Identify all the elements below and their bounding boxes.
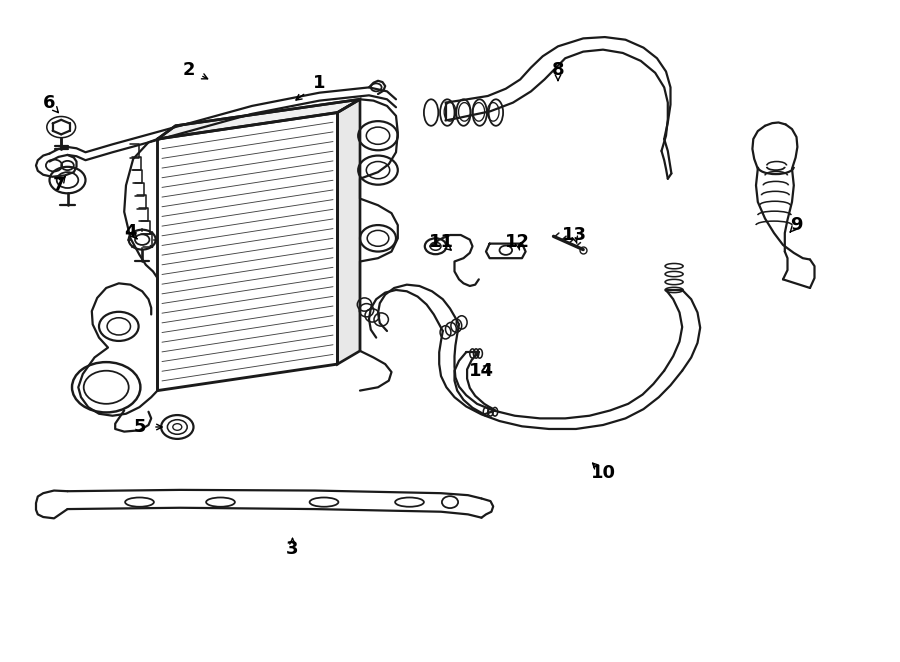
Text: 3: 3: [286, 540, 299, 559]
Text: 9: 9: [790, 216, 803, 234]
Text: 4: 4: [124, 222, 137, 241]
Text: 2: 2: [183, 60, 195, 79]
Text: 8: 8: [552, 60, 564, 79]
Text: 7: 7: [52, 176, 65, 195]
Text: 5: 5: [133, 418, 146, 436]
Text: 10: 10: [590, 464, 616, 483]
Polygon shape: [338, 99, 360, 364]
Text: 11: 11: [428, 232, 454, 251]
Text: 6: 6: [43, 93, 56, 112]
Text: 1: 1: [313, 73, 326, 92]
Text: 12: 12: [505, 232, 530, 251]
Text: 13: 13: [562, 226, 587, 244]
Text: 14: 14: [469, 361, 494, 380]
Polygon shape: [158, 99, 360, 139]
